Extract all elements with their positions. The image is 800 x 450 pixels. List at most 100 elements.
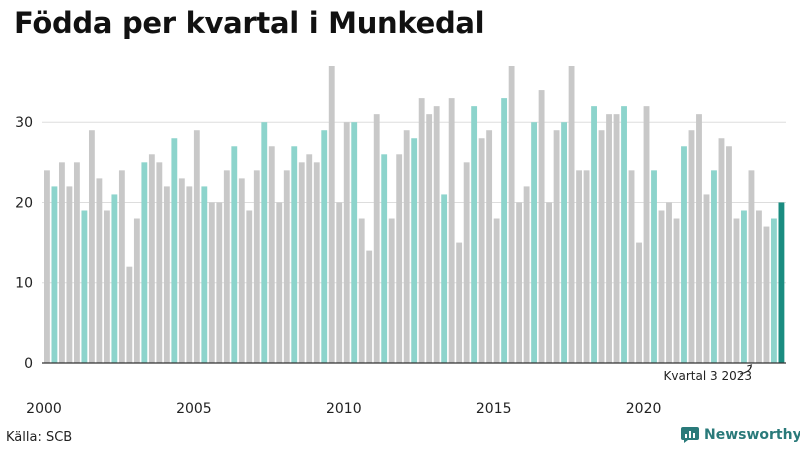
bar[interactable] — [448, 98, 455, 364]
bar[interactable] — [688, 130, 695, 363]
bar[interactable] — [673, 218, 680, 363]
bar[interactable] — [628, 170, 635, 363]
bar[interactable] — [598, 130, 605, 363]
bar[interactable] — [171, 138, 178, 363]
bar[interactable] — [148, 154, 155, 363]
bar[interactable] — [756, 210, 762, 363]
bar[interactable] — [493, 218, 500, 363]
bar[interactable] — [621, 106, 627, 363]
bar[interactable] — [133, 218, 140, 363]
bar[interactable] — [58, 162, 65, 363]
bar[interactable] — [523, 186, 530, 363]
bar[interactable] — [501, 98, 508, 364]
bar[interactable] — [253, 170, 260, 363]
bar[interactable] — [261, 122, 268, 363]
bar[interactable] — [126, 266, 133, 363]
bar[interactable] — [606, 114, 612, 363]
bar[interactable] — [343, 122, 350, 363]
bar[interactable] — [636, 242, 642, 363]
bar[interactable] — [156, 162, 163, 363]
bar[interactable] — [711, 170, 717, 363]
bar[interactable] — [546, 202, 553, 363]
bar[interactable] — [223, 170, 230, 363]
bar[interactable] — [411, 138, 418, 363]
bar[interactable] — [96, 178, 103, 363]
bar[interactable] — [118, 170, 125, 363]
bar[interactable] — [328, 66, 335, 363]
bar[interactable] — [403, 130, 410, 363]
bar[interactable] — [658, 210, 665, 363]
bar[interactable] — [748, 170, 755, 363]
bar[interactable] — [268, 146, 275, 363]
bar[interactable] — [81, 210, 88, 363]
bar[interactable] — [111, 194, 118, 363]
bar[interactable] — [103, 210, 110, 363]
bar[interactable] — [321, 130, 328, 363]
bar[interactable] — [276, 202, 283, 363]
bar[interactable] — [531, 122, 538, 363]
bar[interactable] — [246, 210, 253, 363]
bar[interactable] — [681, 146, 687, 363]
bar[interactable] — [178, 178, 185, 363]
bar[interactable] — [478, 138, 485, 363]
bar[interactable] — [216, 202, 223, 363]
bar[interactable] — [433, 106, 440, 363]
bar[interactable] — [231, 146, 238, 363]
bar[interactable] — [291, 146, 298, 363]
bar[interactable] — [373, 114, 380, 363]
bar[interactable] — [726, 146, 732, 363]
bar[interactable] — [463, 162, 470, 363]
bar[interactable] — [336, 202, 343, 363]
bar[interactable] — [396, 154, 403, 363]
bar[interactable] — [538, 90, 545, 363]
bar[interactable] — [238, 178, 245, 363]
bar[interactable] — [516, 202, 523, 363]
bar[interactable] — [366, 250, 373, 363]
bar[interactable] — [703, 194, 710, 363]
bar[interactable] — [591, 106, 597, 363]
bar[interactable] — [193, 130, 200, 363]
bar[interactable] — [73, 162, 80, 363]
bar[interactable] — [208, 202, 215, 363]
bar[interactable] — [568, 66, 575, 363]
bar[interactable] — [733, 218, 740, 363]
bar[interactable] — [553, 130, 560, 363]
bar[interactable] — [313, 162, 320, 363]
bar[interactable] — [763, 226, 770, 363]
bar[interactable] — [283, 170, 290, 363]
bar[interactable] — [418, 98, 425, 364]
bar[interactable] — [358, 218, 365, 363]
bar[interactable] — [576, 170, 582, 363]
bar[interactable] — [298, 162, 305, 363]
bar[interactable] — [471, 106, 478, 363]
bar[interactable] — [306, 154, 313, 363]
bar[interactable] — [51, 186, 58, 363]
bar[interactable] — [718, 138, 725, 363]
bar[interactable] — [163, 186, 170, 363]
bar[interactable] — [666, 202, 672, 363]
bar[interactable] — [351, 122, 358, 363]
bar[interactable] — [651, 170, 657, 363]
bar[interactable] — [561, 122, 567, 363]
bar[interactable] — [201, 186, 208, 363]
bar[interactable] — [583, 170, 590, 363]
bar[interactable] — [141, 162, 148, 363]
bar[interactable] — [696, 114, 702, 363]
bar[interactable] — [388, 218, 395, 363]
bar[interactable] — [441, 194, 448, 363]
bar[interactable] — [456, 242, 463, 363]
bar[interactable] — [486, 130, 493, 363]
bar[interactable] — [778, 202, 785, 363]
bar[interactable] — [186, 186, 193, 363]
bar[interactable] — [771, 218, 777, 363]
bar[interactable] — [88, 130, 95, 363]
bar[interactable] — [44, 170, 50, 363]
bar[interactable] — [66, 186, 73, 363]
bar[interactable] — [426, 114, 433, 363]
bar[interactable] — [613, 114, 620, 363]
bar[interactable] — [741, 210, 747, 363]
brand-logo[interactable]: Newsworthy — [681, 427, 800, 443]
bar[interactable] — [508, 66, 515, 363]
bar[interactable] — [381, 154, 388, 363]
bar[interactable] — [643, 106, 650, 363]
